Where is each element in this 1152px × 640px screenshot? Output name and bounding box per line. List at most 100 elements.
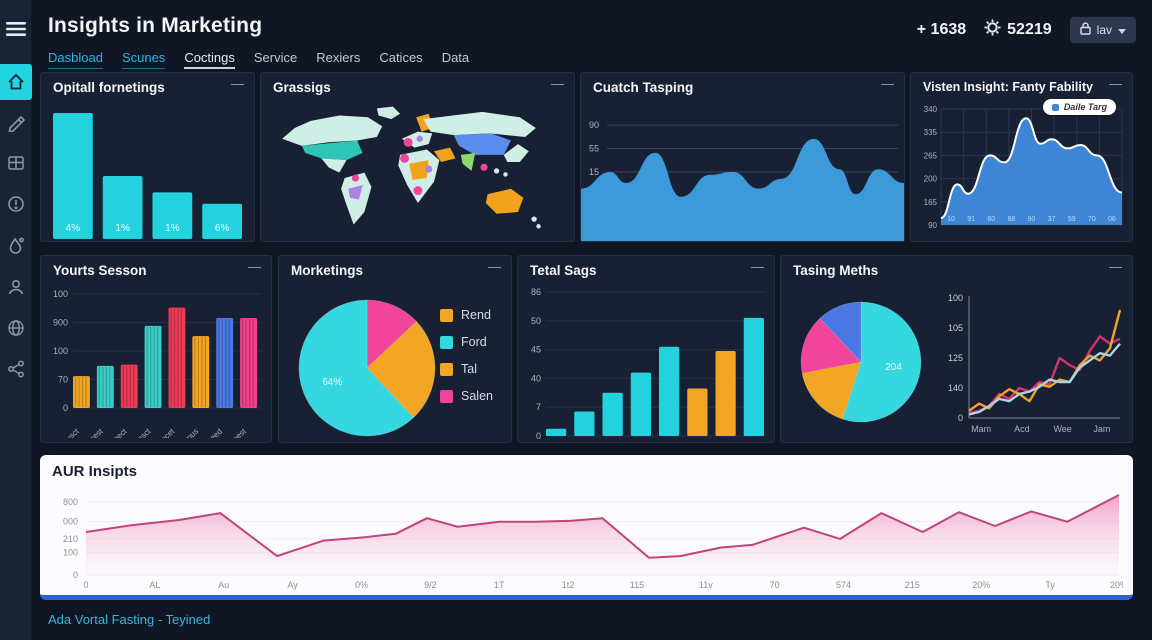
- minimize-button[interactable]: —: [551, 76, 564, 91]
- panel-title: Visten Insight: Fanty Fability: [923, 80, 1093, 94]
- minimize-button[interactable]: —: [1109, 76, 1122, 91]
- legend-label: Tal: [461, 362, 477, 376]
- svg-text:55: 55: [589, 144, 599, 154]
- dashboard-icon[interactable]: [0, 146, 32, 180]
- svg-text:100: 100: [948, 293, 963, 303]
- cuatch-area-chart: 90 55 15: [581, 103, 904, 241]
- svg-text:Fasct: Fasct: [132, 426, 153, 438]
- gear-stat[interactable]: 52219: [984, 19, 1052, 41]
- svg-text:1t2: 1t2: [562, 580, 575, 590]
- svg-text:6%: 6%: [215, 223, 230, 234]
- svg-text:91: 91: [967, 216, 975, 223]
- svg-text:Koest: Koest: [227, 426, 249, 438]
- tetal-svg: 86 50 45 40 7 0: [531, 287, 766, 441]
- svg-text:165: 165: [924, 198, 938, 207]
- svg-text:Mam: Mam: [971, 424, 991, 434]
- panel-title: AUR Insipts: [52, 463, 138, 480]
- nav-item-scunes[interactable]: Scunes: [121, 50, 166, 69]
- sidebar: [0, 0, 32, 640]
- nav-item-rexiers[interactable]: Rexiers: [316, 50, 361, 65]
- svg-text:0: 0: [83, 580, 88, 590]
- svg-text:204: 204: [885, 362, 902, 373]
- svg-text:200: 200: [924, 175, 938, 184]
- svg-text:000: 000: [63, 517, 78, 527]
- panel-tasing-meths: Tasing Meths — 204 100 105 125 140 0 Mam Acd We…: [780, 255, 1133, 443]
- pen-icon[interactable]: [0, 105, 32, 139]
- nav-item-data[interactable]: Data: [441, 50, 470, 65]
- lock-icon: [1079, 22, 1091, 38]
- info-icon[interactable]: [0, 187, 32, 221]
- menu-icon[interactable]: [0, 12, 32, 46]
- svg-text:50: 50: [531, 316, 541, 326]
- plus-stat[interactable]: + 1638: [917, 21, 966, 39]
- tasing-line-chart: 100 105 125 140 0 Mam Acd Wee Jam: [941, 292, 1124, 436]
- world-map-svg: [282, 106, 541, 229]
- nav-item-dasbload[interactable]: Dasbload: [48, 50, 103, 69]
- svg-text:4%: 4%: [66, 223, 81, 234]
- svg-text:59: 59: [1068, 216, 1076, 223]
- svg-text:10: 10: [947, 216, 955, 223]
- nav-item-catices[interactable]: Catices: [379, 50, 423, 65]
- account-button[interactable]: lav: [1069, 17, 1136, 43]
- minimize-button[interactable]: —: [488, 259, 501, 274]
- panel-title: Grassigs: [273, 80, 331, 95]
- svg-text:90: 90: [589, 120, 599, 130]
- nav-item-service[interactable]: Service: [253, 50, 298, 65]
- tasing_lines-svg: 100 105 125 140 0 Mam Acd Wee Jam: [948, 293, 1122, 434]
- svg-text:9/2: 9/2: [424, 580, 437, 590]
- footer-link[interactable]: Ada Vortal Fasting - Teyined: [48, 612, 211, 627]
- minimize-button[interactable]: —: [751, 259, 764, 274]
- svg-text:0: 0: [73, 570, 78, 580]
- panel-aur-insipts: AUR Insipts 800 000 210 100 0 0 AL Au Ay 0% 9/2 1T 1…: [40, 455, 1133, 600]
- svg-text:0: 0: [63, 403, 68, 413]
- home-icon[interactable]: [0, 64, 32, 100]
- svg-text:Ty: Ty: [1045, 580, 1055, 590]
- minimize-button[interactable]: —: [1109, 259, 1122, 274]
- header-right: + 1638 52219 lav: [917, 17, 1136, 43]
- legend-item-rend[interactable]: Rend: [440, 308, 493, 322]
- legend-swatch: [440, 389, 454, 403]
- paint-icon[interactable]: [0, 228, 32, 262]
- visten-legend: Daile Targ: [1042, 99, 1116, 115]
- chevron-down-icon: [1118, 23, 1126, 37]
- svg-text:265: 265: [924, 151, 938, 160]
- svg-text:64%: 64%: [322, 377, 342, 388]
- svg-text:90: 90: [1028, 216, 1036, 223]
- svg-text:7: 7: [536, 402, 541, 412]
- morketings-legend: Rend Ford Tal Salen: [440, 308, 493, 403]
- minimize-button[interactable]: —: [248, 259, 261, 274]
- plus-stat-value: + 1638: [916, 21, 967, 38]
- legend-label: Daile Targ: [1063, 102, 1107, 112]
- svg-text:06: 06: [1108, 216, 1116, 223]
- panel-title: Tetal Sags: [530, 263, 597, 278]
- user-icon[interactable]: [0, 270, 32, 304]
- svg-text:125: 125: [948, 353, 963, 363]
- legend-label: Ford: [461, 335, 487, 349]
- svg-text:45: 45: [531, 345, 541, 355]
- svg-text:100: 100: [53, 289, 68, 299]
- minimize-button[interactable]: —: [231, 76, 244, 91]
- gear-stat-value: 52219: [1007, 21, 1052, 38]
- svg-text:70: 70: [58, 375, 68, 385]
- svg-text:140: 140: [948, 383, 963, 393]
- svg-text:115: 115: [630, 580, 644, 590]
- main-nav: Dasbload Scunes Coctings Service Rexiers…: [48, 50, 469, 69]
- nav-item-coctings[interactable]: Coctings: [184, 50, 235, 69]
- minimize-button[interactable]: —: [881, 76, 894, 91]
- svg-text:210: 210: [63, 534, 78, 544]
- svg-text:Au: Au: [218, 580, 229, 590]
- legend-item-salen[interactable]: Salen: [440, 389, 493, 403]
- svg-text:Wee: Wee: [1053, 424, 1071, 434]
- panel-morketings: Morketings — 64% Rend Ford Tal Salen: [278, 255, 512, 443]
- share-icon[interactable]: [0, 352, 32, 386]
- legend-item-ford[interactable]: Ford: [440, 335, 493, 349]
- svg-text:105: 105: [948, 323, 963, 333]
- legend-swatch: [440, 335, 454, 349]
- svg-text:Mecet: Mecet: [154, 426, 177, 438]
- svg-text:Cunus: Cunus: [177, 427, 200, 438]
- panel-cuatch-tasping: Cuatch Tasping — 90 55 15: [580, 72, 905, 242]
- svg-text:1T: 1T: [494, 580, 505, 590]
- svg-text:15: 15: [589, 167, 599, 177]
- globe-icon[interactable]: [0, 311, 32, 345]
- legend-item-tal[interactable]: Tal: [440, 362, 493, 376]
